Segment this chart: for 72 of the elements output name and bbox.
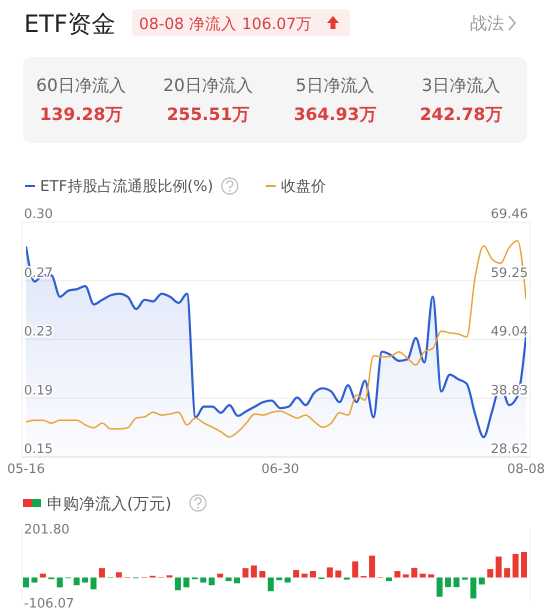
bar bbox=[326, 567, 333, 578]
bar bbox=[504, 568, 510, 578]
bar bbox=[310, 571, 316, 578]
bar bbox=[116, 572, 122, 578]
y2-tick-label: 28.62 bbox=[490, 442, 528, 457]
bar bbox=[284, 578, 291, 583]
bar bbox=[293, 570, 300, 578]
bar bbox=[250, 565, 257, 578]
bar bbox=[259, 571, 266, 578]
bar bbox=[183, 578, 190, 588]
bar bbox=[411, 568, 418, 578]
bar bbox=[453, 578, 460, 588]
text: 364.93万 bbox=[294, 105, 376, 125]
bar bbox=[369, 556, 376, 578]
bar bbox=[445, 578, 452, 588]
bar bbox=[217, 574, 224, 578]
bar bbox=[31, 578, 38, 583]
bar bbox=[386, 578, 392, 582]
legend-label: ETF持股占流通股比例(%) bbox=[40, 177, 214, 195]
text: 5日净流入 bbox=[296, 76, 374, 96]
bar bbox=[521, 552, 527, 578]
bar bbox=[74, 578, 80, 586]
text: 242.78万 bbox=[420, 105, 502, 125]
bar bbox=[276, 578, 282, 580]
bar bbox=[208, 578, 215, 586]
bar bbox=[56, 578, 63, 588]
y-tick-label: 0.19 bbox=[24, 383, 53, 398]
text: 20日净流入 bbox=[163, 76, 253, 96]
bar bbox=[394, 571, 400, 578]
bar bbox=[268, 578, 274, 592]
bar bbox=[40, 574, 46, 578]
bar bbox=[166, 575, 172, 578]
x-tick-label: 06-30 bbox=[261, 462, 300, 477]
bar bbox=[496, 556, 502, 578]
bar bbox=[23, 578, 29, 588]
y-tick-label: 0.23 bbox=[24, 324, 53, 340]
legend-label: 收盘价 bbox=[280, 177, 326, 195]
bar bbox=[98, 568, 105, 578]
y-tick-label: 201.80 bbox=[24, 522, 70, 538]
y-tick-label: 0.30 bbox=[24, 207, 53, 222]
bar bbox=[487, 569, 494, 578]
bar bbox=[234, 578, 240, 584]
bar bbox=[82, 578, 88, 583]
bar bbox=[512, 554, 519, 578]
bar bbox=[352, 561, 358, 578]
bar bbox=[302, 574, 308, 578]
bar bbox=[428, 574, 434, 578]
bar bbox=[470, 578, 476, 598]
bar bbox=[226, 578, 232, 582]
text: 255.51万 bbox=[166, 105, 250, 125]
text: 3日净流入 bbox=[422, 76, 500, 96]
text: ETF资金 bbox=[24, 10, 116, 38]
bar bbox=[90, 578, 97, 590]
bar bbox=[402, 574, 409, 578]
text: 08-08 净流入 106.07万 bbox=[139, 15, 312, 33]
bar bbox=[335, 570, 342, 578]
text: 战法 bbox=[470, 14, 504, 34]
x-tick-label: 05-16 bbox=[7, 462, 45, 477]
y-tick-label: -106.07 bbox=[24, 596, 74, 612]
y-tick-label: 0.15 bbox=[24, 442, 53, 457]
chart-title: 申购净流入(万元) bbox=[47, 494, 172, 513]
bar bbox=[174, 578, 181, 590]
text: 60日净流入 bbox=[36, 76, 126, 96]
bar bbox=[478, 578, 485, 584]
x-tick-label: 08-08 bbox=[507, 462, 545, 477]
bar bbox=[420, 574, 426, 578]
text: 139.28万 bbox=[40, 105, 122, 125]
bar bbox=[200, 578, 206, 583]
y2-tick-label: 69.46 bbox=[490, 207, 528, 222]
bar bbox=[436, 578, 443, 597]
y2-tick-label: 49.04 bbox=[490, 324, 528, 340]
bar bbox=[242, 568, 248, 578]
